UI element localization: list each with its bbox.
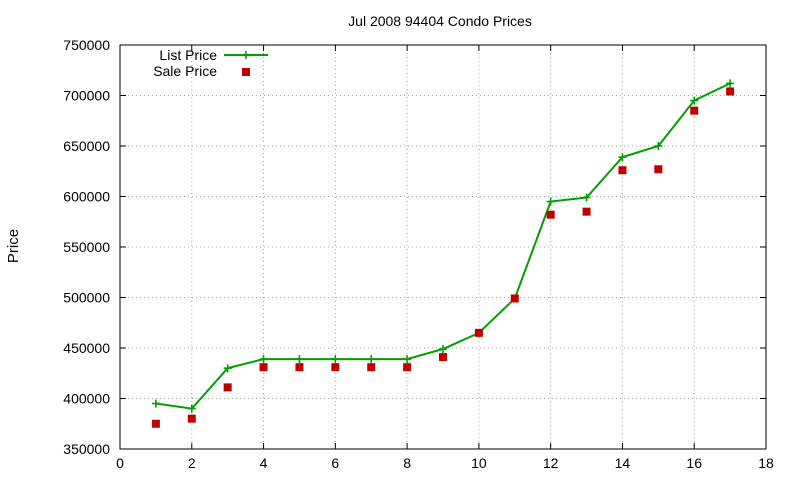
data-point (367, 363, 376, 372)
x-tick-label: 4 (260, 455, 268, 471)
data-point (223, 383, 232, 392)
data-point (295, 355, 304, 364)
y-tick-label: 750000 (63, 37, 110, 53)
y-tick-label: 350000 (63, 441, 110, 457)
data-point (151, 399, 160, 408)
data-point (582, 207, 591, 216)
legend-swatch (242, 68, 250, 76)
legend-marker (242, 51, 250, 59)
data-point (618, 166, 627, 175)
data-point (582, 193, 591, 202)
x-tick-label: 2 (188, 455, 196, 471)
data-point (295, 363, 304, 372)
legend-label: Sale Price (153, 63, 217, 79)
legend-label: List Price (159, 47, 217, 63)
data-point (654, 142, 663, 150)
data-point (259, 355, 268, 364)
series-sale-price (151, 87, 735, 428)
data-point (546, 197, 555, 206)
x-tick-label: 8 (403, 455, 411, 471)
x-tick-label: 18 (758, 455, 774, 471)
grid (120, 45, 766, 449)
data-point (439, 353, 447, 362)
y-axis-label: Price (5, 229, 22, 263)
y-tick-label: 700000 (63, 88, 110, 104)
data-point (474, 328, 483, 337)
data-point (439, 345, 447, 354)
data-point (151, 419, 160, 428)
data-point (331, 355, 340, 364)
x-tick-label: 14 (615, 455, 631, 471)
y-tick-label: 450000 (63, 340, 110, 356)
y-tick-label: 500000 (63, 290, 110, 306)
data-point (690, 96, 699, 105)
data-point (510, 294, 519, 303)
data-point (187, 414, 196, 423)
x-tick-label: 12 (543, 455, 559, 471)
y-tick-label: 600000 (63, 189, 110, 205)
y-tick-label: 650000 (63, 138, 110, 154)
axis-ticks: 0 2 4 6 8 10 12 14 16 18 350000 400000 450000 500000 5… (63, 37, 774, 471)
series (151, 79, 735, 428)
data-point (403, 363, 412, 372)
data-point (618, 153, 627, 162)
data-point (726, 87, 735, 96)
series-list-price (151, 79, 735, 413)
data-point (331, 363, 340, 372)
data-point (654, 165, 663, 174)
x-tick-label: 10 (471, 455, 487, 471)
data-point (726, 79, 735, 88)
y-tick-label: 550000 (63, 239, 110, 255)
x-tick-label: 16 (686, 455, 702, 471)
data-point (259, 363, 268, 372)
data-point (367, 355, 376, 364)
y-tick-label: 400000 (63, 391, 110, 407)
chart-title: Jul 2008 94404 Condo Prices (348, 13, 532, 29)
data-point (403, 355, 412, 364)
x-tick-label: 0 (116, 455, 124, 471)
data-point (187, 404, 196, 413)
data-point (546, 210, 555, 219)
x-tick-label: 6 (331, 455, 339, 471)
data-point (223, 364, 232, 373)
data-point (690, 106, 699, 115)
